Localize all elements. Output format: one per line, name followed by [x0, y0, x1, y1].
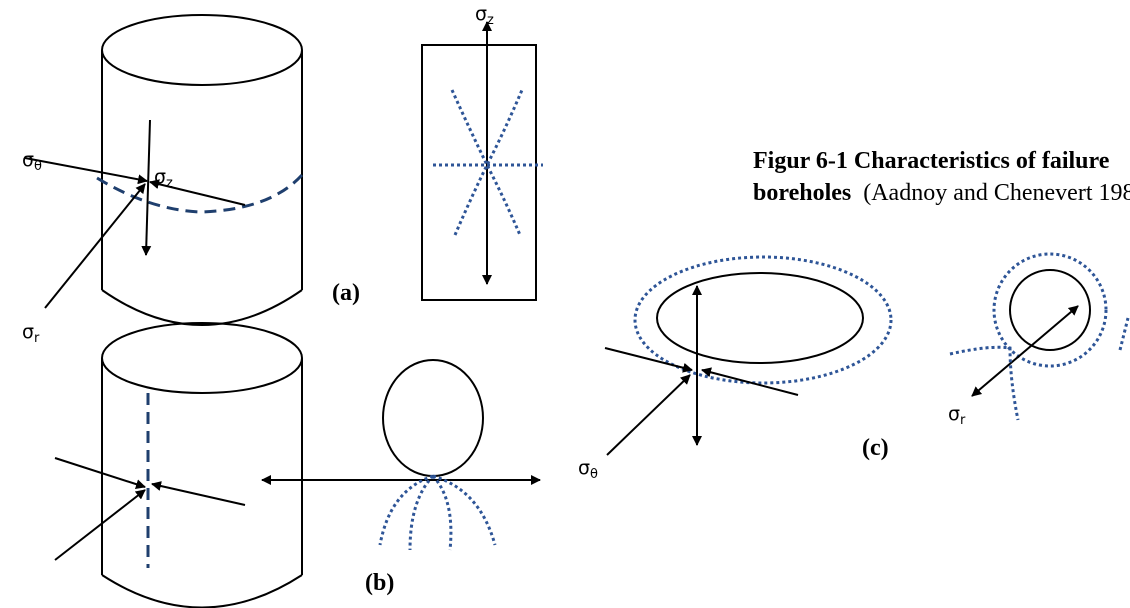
caption-bold: boreholes: [753, 180, 851, 206]
panel-label: (b): [365, 570, 394, 596]
stress-label: σz: [475, 3, 494, 28]
panel-label: (a): [332, 280, 360, 306]
diagram: σθσzσrσzσθσr (a) (b) (c) Figur 6-1 Chara…: [0, 0, 1130, 608]
subscript: z: [166, 176, 173, 191]
caption: Figur 6-1 Characteristics of failure: [753, 148, 1110, 174]
stress-label: σθ: [578, 457, 598, 482]
shapes: [25, 15, 1128, 608]
symbol: σ: [578, 457, 590, 479]
stress-label: σr: [22, 321, 40, 346]
symbol: σ: [22, 321, 34, 343]
symbol: σ: [22, 149, 34, 171]
symbol: σ: [475, 3, 487, 25]
panel-label: (c): [862, 435, 889, 461]
subscript: θ: [590, 467, 598, 482]
subscript: r: [34, 331, 40, 346]
subscript: z: [487, 13, 494, 28]
caption: boreholes (Aadnoy and Chenevert 1987: [753, 180, 1130, 206]
stress-label: σz: [154, 166, 173, 191]
subscript: r: [960, 413, 966, 428]
symbol: σ: [948, 403, 960, 425]
symbol: σ: [154, 166, 166, 188]
stress-label: σθ: [22, 149, 42, 174]
caption-rest: (Aadnoy and Chenevert 1987: [851, 180, 1130, 206]
subscript: θ: [34, 159, 42, 174]
stress-label: σr: [948, 403, 966, 428]
